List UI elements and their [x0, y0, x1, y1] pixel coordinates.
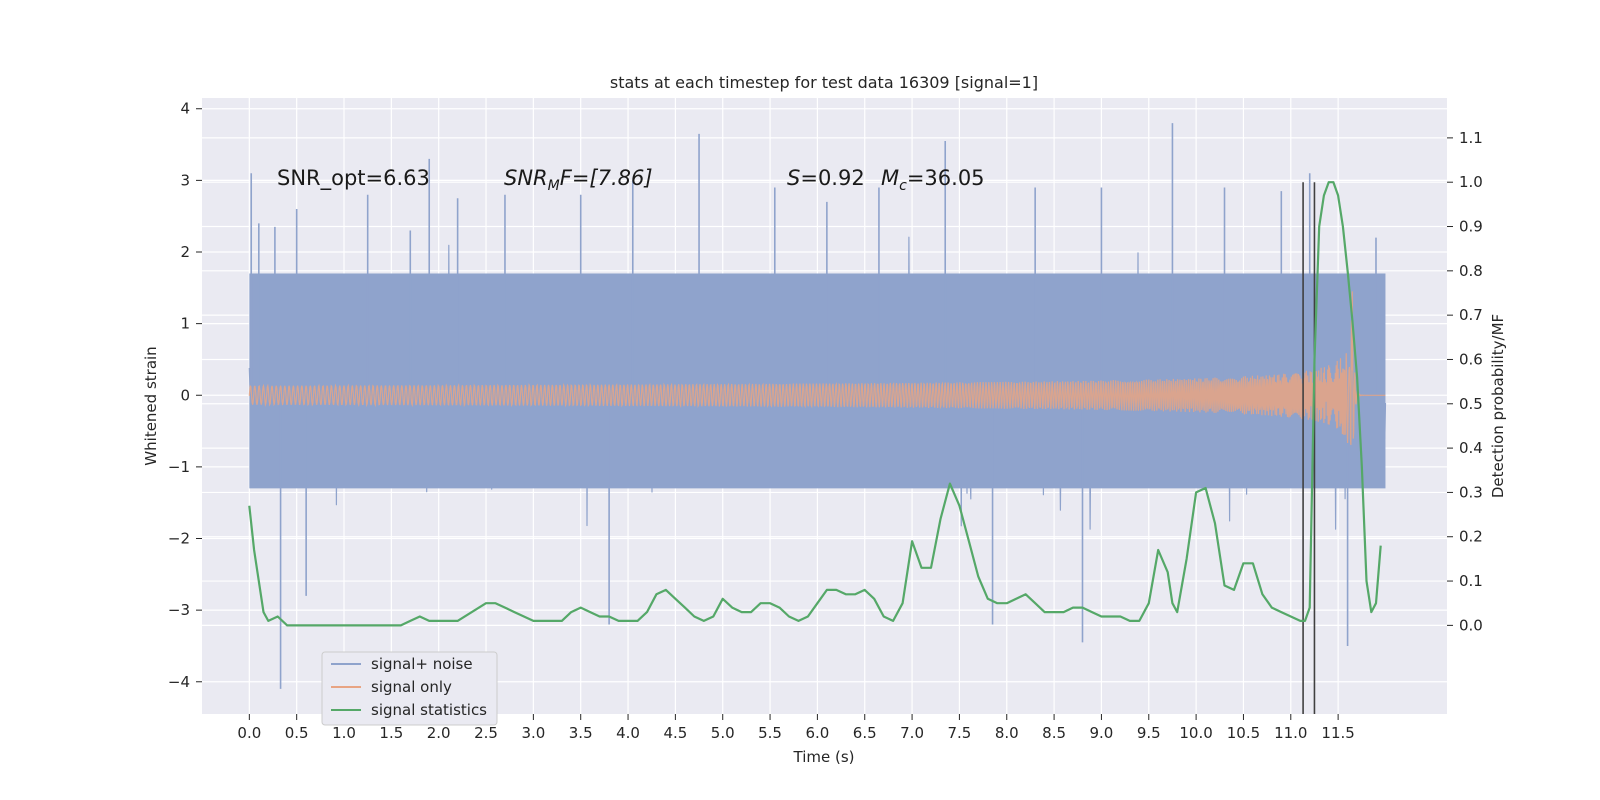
legend-box: [321, 651, 498, 726]
annotation-snr-mf: SNRMF=[7.86]: [504, 166, 653, 194]
y-left-tick-label-6: 2: [180, 243, 190, 261]
legend-label-stats: signal statistics: [371, 701, 487, 719]
y-right-tick-label-6: 0.6: [1459, 350, 1483, 368]
legend-label-noise: signal+ noise: [371, 655, 473, 673]
x-tick-label-18: 9.0: [1090, 724, 1114, 742]
y-left-tick-label-4: 0: [180, 386, 190, 404]
x-tick-label-23: 11.5: [1321, 724, 1354, 742]
noise-series: [248, 123, 1387, 689]
annotation-snr-mf-rest: F=[7.86]: [560, 166, 653, 190]
x-tick-label-13: 6.5: [853, 724, 877, 742]
y-right-tick-label-4: 0.4: [1459, 439, 1483, 457]
annotation-s-rest: =0.92: [800, 166, 864, 190]
vertical-markers: [1302, 182, 1316, 714]
x-tick-label-5: 2.5: [474, 724, 498, 742]
x-axis-ticks: 0.0 0.5 1.0 1.5 2.0 2.5 3.0 3.5 4.0 4.5 5.0 5.5 6.0 6…: [237, 714, 1355, 742]
annotation-mc: Mc=36.05: [881, 166, 985, 194]
y-right-tick-label-11: 1.1: [1459, 129, 1483, 147]
legend-label-signal: signal only: [371, 678, 452, 696]
y-right-tick-label-8: 0.8: [1459, 262, 1483, 280]
x-tick-label-4: 2.0: [427, 724, 451, 742]
y-right-tick-label-9: 0.9: [1459, 218, 1483, 236]
y-axis-right-label: Detection probability/MF: [1489, 314, 1507, 498]
x-tick-label-9: 4.5: [663, 724, 687, 742]
y-right-tick-label-1: 0.1: [1459, 572, 1483, 590]
x-tick-label-15: 7.5: [947, 724, 971, 742]
noise-dense-band: [249, 273, 1386, 489]
legend: signal+ noise signal only signal statist…: [321, 651, 498, 726]
y-right-tick-label-0: 0.0: [1459, 616, 1483, 634]
signal-only-series: [248, 291, 1386, 445]
x-tick-label-16: 8.0: [995, 724, 1019, 742]
x-tick-label-14: 7.0: [900, 724, 924, 742]
x-tick-label-22: 11.0: [1274, 724, 1307, 742]
x-tick-label-1: 0.5: [285, 724, 309, 742]
x-tick-label-20: 10.0: [1179, 724, 1212, 742]
x-tick-label-6: 3.0: [521, 724, 545, 742]
annotation-mc-sub: c: [899, 178, 907, 194]
signal-statistics-line: [248, 181, 1382, 627]
x-tick-label-7: 3.5: [569, 724, 593, 742]
y-left-tick-label-2: −2: [168, 530, 190, 548]
x-tick-label-19: 9.5: [1137, 724, 1161, 742]
y-axis-left-label: Whitened strain: [142, 346, 160, 465]
annotation-snr-mf-main: SNR: [504, 166, 548, 190]
x-tick-label-3: 1.5: [379, 724, 403, 742]
x-tick-label-0: 0.0: [237, 724, 261, 742]
y-left-tick-label-8: 4: [180, 100, 190, 118]
y-axis-right-ticks: 0.0 0.1 0.2 0.3 0.4 0.5 0.6 0.7 0.8 0.9 1.0 1.1: [1447, 129, 1483, 634]
annotation-mc-main: M: [881, 166, 899, 190]
x-tick-label-17: 8.5: [1042, 724, 1066, 742]
signal-statistics-series: [248, 181, 1382, 627]
annotation-mc-rest: =36.05: [907, 166, 985, 190]
annotation-snr-mf-sub: M: [548, 178, 560, 194]
y-left-tick-label-5: 1: [180, 315, 190, 333]
y-left-tick-label-3: −1: [168, 458, 190, 476]
y-axis-left-ticks: −4 −3 −2 −1 0 1 2 3 4: [168, 100, 202, 691]
chart-title: stats at each timestep for test data 163…: [610, 73, 1038, 92]
x-tick-label-12: 6.0: [805, 724, 829, 742]
y-right-tick-label-3: 0.3: [1459, 483, 1483, 501]
y-right-tick-label-5: 0.5: [1459, 395, 1483, 413]
y-right-tick-label-7: 0.7: [1459, 306, 1483, 324]
annotation-snr-opt: SNR_opt=6.63: [277, 166, 430, 191]
x-tick-label-8: 4.0: [616, 724, 640, 742]
annotation-s: S=0.92: [787, 166, 865, 190]
x-tick-label-21: 10.5: [1227, 724, 1260, 742]
x-axis-label: Time (s): [793, 748, 855, 766]
y-left-tick-label-0: −4: [168, 673, 190, 691]
y-right-tick-label-2: 0.2: [1459, 528, 1483, 546]
x-tick-label-2: 1.0: [332, 724, 356, 742]
y-left-tick-label-1: −3: [168, 601, 190, 619]
signal-only-line: [248, 291, 1386, 445]
x-tick-label-10: 5.0: [711, 724, 735, 742]
annotation-s-main: S: [787, 166, 800, 190]
y-right-tick-label-10: 1.0: [1459, 173, 1483, 191]
y-left-tick-label-7: 3: [180, 171, 190, 189]
x-tick-label-11: 5.5: [758, 724, 782, 742]
